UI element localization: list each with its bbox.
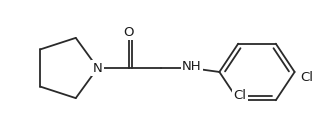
Text: NH: NH bbox=[182, 60, 202, 72]
Text: N: N bbox=[93, 61, 102, 75]
Text: O: O bbox=[123, 26, 133, 39]
Text: Cl: Cl bbox=[300, 71, 313, 84]
Text: Cl: Cl bbox=[234, 89, 247, 102]
